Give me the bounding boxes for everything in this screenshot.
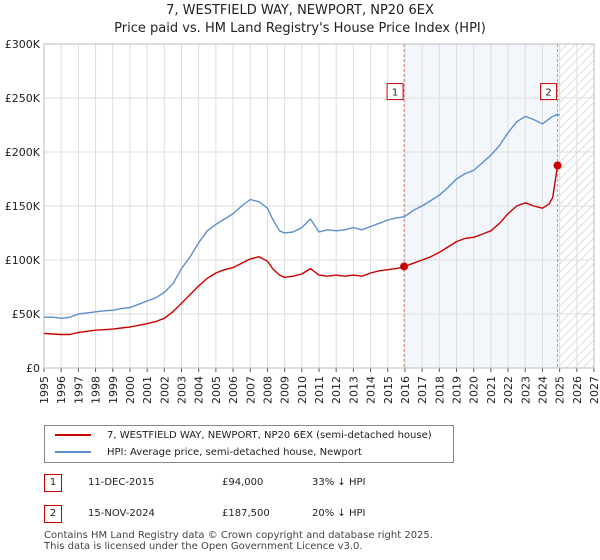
x-tick-label: 2002: [158, 376, 171, 404]
transaction-row: 1 11-DEC-2015 £94,000 33% ↓ HPI: [44, 472, 584, 494]
x-tick-label: 2005: [210, 376, 223, 404]
x-tick-label: 2009: [279, 376, 292, 404]
x-tick-label: 2001: [141, 376, 154, 404]
transaction-date: 11-DEC-2015: [88, 477, 155, 488]
x-tick-label: 2026: [571, 376, 584, 404]
y-tick-label: £300K: [5, 38, 41, 51]
x-tick-label: 2000: [124, 376, 137, 404]
chart-title: 7, WESTFIELD WAY, NEWPORT, NP20 6EX Pric…: [0, 2, 600, 38]
title-line-1: 7, WESTFIELD WAY, NEWPORT, NP20 6EX: [166, 3, 434, 18]
x-tick-label: 1998: [90, 376, 103, 404]
footer-attribution: Contains HM Land Registry data © Crown c…: [44, 530, 433, 552]
x-tick-label: 2027: [588, 376, 600, 404]
x-tick-label: 2014: [365, 376, 378, 404]
legend-label-hpi: HPI: Average price, semi-detached house,…: [107, 447, 362, 458]
x-tick-label: 2010: [296, 376, 309, 404]
x-tick-label: 1997: [72, 376, 85, 404]
transaction-hpi-diff: 20% ↓ HPI: [312, 508, 366, 519]
plot-frame: [43, 43, 595, 369]
x-tick-label: 2025: [554, 376, 567, 404]
legend: 7, WESTFIELD WAY, NEWPORT, NP20 6EX (sem…: [44, 425, 454, 463]
x-tick-label: 2004: [193, 376, 206, 404]
x-tick-label: 2016: [399, 376, 412, 404]
x-tick-label: 2011: [313, 376, 326, 404]
sale-point: [400, 262, 409, 271]
x-tick-label: 2022: [502, 376, 515, 404]
x-tick-label: 2020: [468, 376, 481, 404]
legend-swatch-hpi: [55, 451, 91, 453]
y-tick-label: £200K: [5, 146, 41, 159]
legend-swatch-property: [55, 434, 91, 436]
transaction-date: 15-NOV-2024: [88, 508, 155, 519]
transaction-badge: 1: [44, 474, 62, 492]
x-tick-label: 2012: [330, 376, 343, 404]
y-tick-label: £250K: [5, 92, 41, 105]
x-tick-label: 1995: [38, 376, 51, 404]
x-tick-label: 2021: [485, 376, 498, 404]
x-tick-label: 1996: [55, 376, 68, 404]
legend-item-hpi: HPI: Average price, semi-detached house,…: [55, 444, 362, 462]
marker-badge: [540, 83, 558, 101]
x-tick-label: 2003: [176, 376, 189, 404]
y-tick-label: £150K: [5, 200, 41, 213]
x-tick-label: 2007: [244, 376, 257, 404]
marker-badge-label: 2: [545, 88, 551, 99]
x-tick-label: 2024: [536, 376, 549, 404]
y-tick-label: £100K: [5, 254, 41, 267]
x-tick-label: 2017: [416, 376, 429, 404]
x-tick-label: 2019: [451, 376, 464, 404]
x-tick-label: 2008: [261, 376, 274, 404]
x-tick-label: 2006: [227, 376, 240, 404]
transaction-hpi-diff: 33% ↓ HPI: [312, 477, 366, 488]
footer-line-2: This data is licensed under the Open Gov…: [44, 541, 363, 552]
y-tick-label: £50K: [12, 308, 41, 321]
title-line-2: Price paid vs. HM Land Registry's House …: [114, 21, 486, 36]
sale-point: [553, 161, 562, 170]
x-tick-label: 2013: [347, 376, 360, 404]
transaction-price: £187,500: [222, 508, 270, 519]
footer-line-1: Contains HM Land Registry data © Crown c…: [44, 530, 433, 541]
y-tick-label: £0: [26, 362, 40, 375]
series-line-property: [43, 164, 561, 336]
transaction-badge: 2: [44, 505, 62, 523]
x-tick-label: 2015: [382, 376, 395, 404]
marker-badge-label: 1: [392, 88, 398, 99]
x-tick-label: 1999: [107, 376, 120, 404]
x-tick-label: 2018: [433, 376, 446, 404]
transaction-row: 2 15-NOV-2024 £187,500 20% ↓ HPI: [44, 503, 584, 525]
x-tick-label: 2023: [519, 376, 532, 404]
price-chart: £0 £50K £100K £150K £200K £250K £300K 1995 1996 1…: [5, 38, 600, 404]
legend-item-property: 7, WESTFIELD WAY, NEWPORT, NP20 6EX (sem…: [55, 427, 432, 445]
legend-label-property: 7, WESTFIELD WAY, NEWPORT, NP20 6EX (sem…: [107, 430, 432, 441]
series-line-hpi: [44, 113, 560, 319]
marker-badge: [386, 83, 404, 101]
transaction-price: £94,000: [222, 477, 264, 488]
